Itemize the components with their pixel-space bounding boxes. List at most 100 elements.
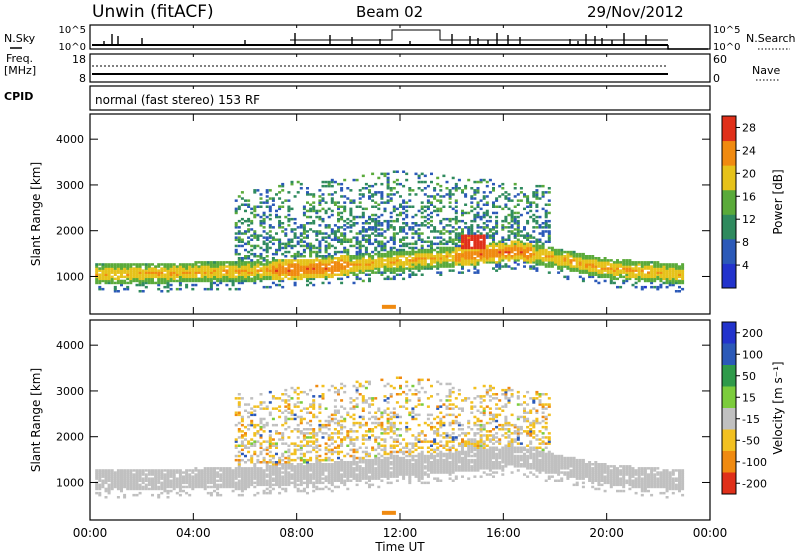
range-gate-cell bbox=[237, 458, 241, 462]
range-gate-cell bbox=[268, 491, 272, 495]
range-gate-cell bbox=[640, 277, 644, 281]
range-gate-cell bbox=[485, 255, 489, 258]
range-gate-cell bbox=[337, 469, 340, 472]
range-gate-cell bbox=[495, 265, 499, 268]
range-gate-cell bbox=[144, 281, 148, 285]
range-gate-cell bbox=[426, 195, 430, 198]
range-gate-cell bbox=[259, 450, 263, 454]
range-gate-cell bbox=[222, 485, 226, 489]
range-gate-cell bbox=[361, 471, 365, 474]
range-gate-cell bbox=[194, 481, 198, 485]
range-gate-cell bbox=[389, 197, 393, 200]
range-gate-cell bbox=[501, 265, 505, 268]
range-gate-cell bbox=[640, 269, 644, 272]
range-gate-cell bbox=[178, 479, 182, 482]
range-gate-cell bbox=[330, 479, 334, 482]
range-gate-cell bbox=[151, 471, 154, 474]
range-gate-cell bbox=[389, 467, 393, 470]
range-gate-cell bbox=[612, 277, 616, 281]
range-gate-cell bbox=[132, 277, 136, 281]
range-gate-cell bbox=[678, 275, 681, 279]
range-gate-cell bbox=[256, 261, 260, 264]
range-gate-cell bbox=[544, 240, 548, 243]
range-gate-cell bbox=[231, 481, 235, 485]
range-gate-cell bbox=[340, 273, 344, 276]
range-gate-cell bbox=[389, 257, 393, 260]
range-gate-cell bbox=[172, 477, 176, 480]
range-gate-cell bbox=[386, 226, 390, 229]
range-gate-cell bbox=[244, 219, 247, 223]
range-gate-cell bbox=[470, 236, 474, 239]
range-gate-cell bbox=[95, 473, 99, 476]
range-gate-cell bbox=[197, 469, 201, 472]
range-gate-cell bbox=[380, 263, 384, 266]
range-gate-cell bbox=[123, 269, 127, 272]
range-gate-cell bbox=[240, 271, 244, 274]
range-gate-cell bbox=[423, 255, 427, 258]
range-gate-cell bbox=[237, 471, 241, 474]
range-gate-cell bbox=[163, 277, 167, 281]
range-gate-cell bbox=[448, 263, 452, 266]
range-gate-cell bbox=[383, 174, 387, 178]
range-gate-cell bbox=[268, 454, 272, 458]
range-gate-cell bbox=[309, 481, 313, 485]
range-gate-cell bbox=[265, 263, 269, 266]
range-gate-cell bbox=[507, 265, 511, 268]
range-gate-cell bbox=[609, 273, 613, 276]
range-gate-cell bbox=[95, 475, 99, 478]
range-gate-cell bbox=[333, 405, 337, 408]
range-gate-cell bbox=[104, 279, 108, 283]
range-gate-cell bbox=[653, 275, 657, 279]
range-gate-cell bbox=[116, 275, 120, 279]
range-gate-cell bbox=[256, 483, 260, 487]
range-gate-cell bbox=[380, 378, 384, 382]
range-gate-cell bbox=[386, 469, 390, 472]
range-gate-cell bbox=[557, 263, 561, 266]
range-gate-cell bbox=[361, 401, 365, 404]
range-gate-cell bbox=[330, 419, 334, 423]
range-gate-cell bbox=[343, 271, 347, 274]
range-gate-cell bbox=[324, 273, 328, 276]
range-gate-cell bbox=[492, 267, 495, 270]
range-gate-cell bbox=[271, 442, 275, 445]
range-gate-cell bbox=[355, 238, 359, 241]
range-gate-cell bbox=[253, 209, 257, 213]
range-gate-cell bbox=[399, 269, 402, 272]
range-gate-cell bbox=[284, 275, 288, 279]
range-gate-cell bbox=[488, 236, 492, 239]
range-gate-cell bbox=[606, 271, 610, 274]
range-gate-cell bbox=[194, 279, 198, 283]
range-gate-cell bbox=[250, 248, 254, 252]
range-gate-cell bbox=[352, 448, 356, 452]
range-gate-cell bbox=[352, 244, 356, 248]
range-gate-cell bbox=[268, 230, 272, 233]
range-gate-cell bbox=[163, 281, 167, 285]
range-gate-cell bbox=[361, 222, 365, 225]
range-gate-cell bbox=[349, 199, 353, 202]
range-gate-cell bbox=[203, 485, 207, 489]
range-gate-cell bbox=[247, 471, 251, 474]
range-gate-cell bbox=[640, 285, 644, 289]
range-gate-cell bbox=[368, 430, 371, 433]
range-gate-cell bbox=[358, 479, 362, 482]
range-gate-cell bbox=[392, 187, 396, 190]
range-gate-cell bbox=[504, 250, 508, 254]
range-gate-cell bbox=[330, 475, 334, 478]
range-gate-cell bbox=[473, 250, 477, 254]
range-gate-cell bbox=[377, 263, 381, 266]
range-gate-cell bbox=[560, 265, 564, 268]
range-gate-cell bbox=[513, 240, 517, 243]
range-gate-cell bbox=[476, 205, 480, 208]
range-gate-cell bbox=[575, 255, 579, 258]
range-gate-cell bbox=[426, 207, 430, 211]
range-gate-cell bbox=[349, 230, 353, 233]
range-gate-cell bbox=[392, 236, 396, 239]
range-gate-cell bbox=[231, 483, 235, 487]
range-gate-cell bbox=[253, 244, 257, 248]
range-gate-cell bbox=[566, 267, 570, 270]
range-gate-cell bbox=[231, 265, 235, 268]
range-gate-cell bbox=[126, 267, 130, 270]
range-gate-cell bbox=[340, 415, 344, 419]
range-gate-cell bbox=[200, 263, 204, 266]
